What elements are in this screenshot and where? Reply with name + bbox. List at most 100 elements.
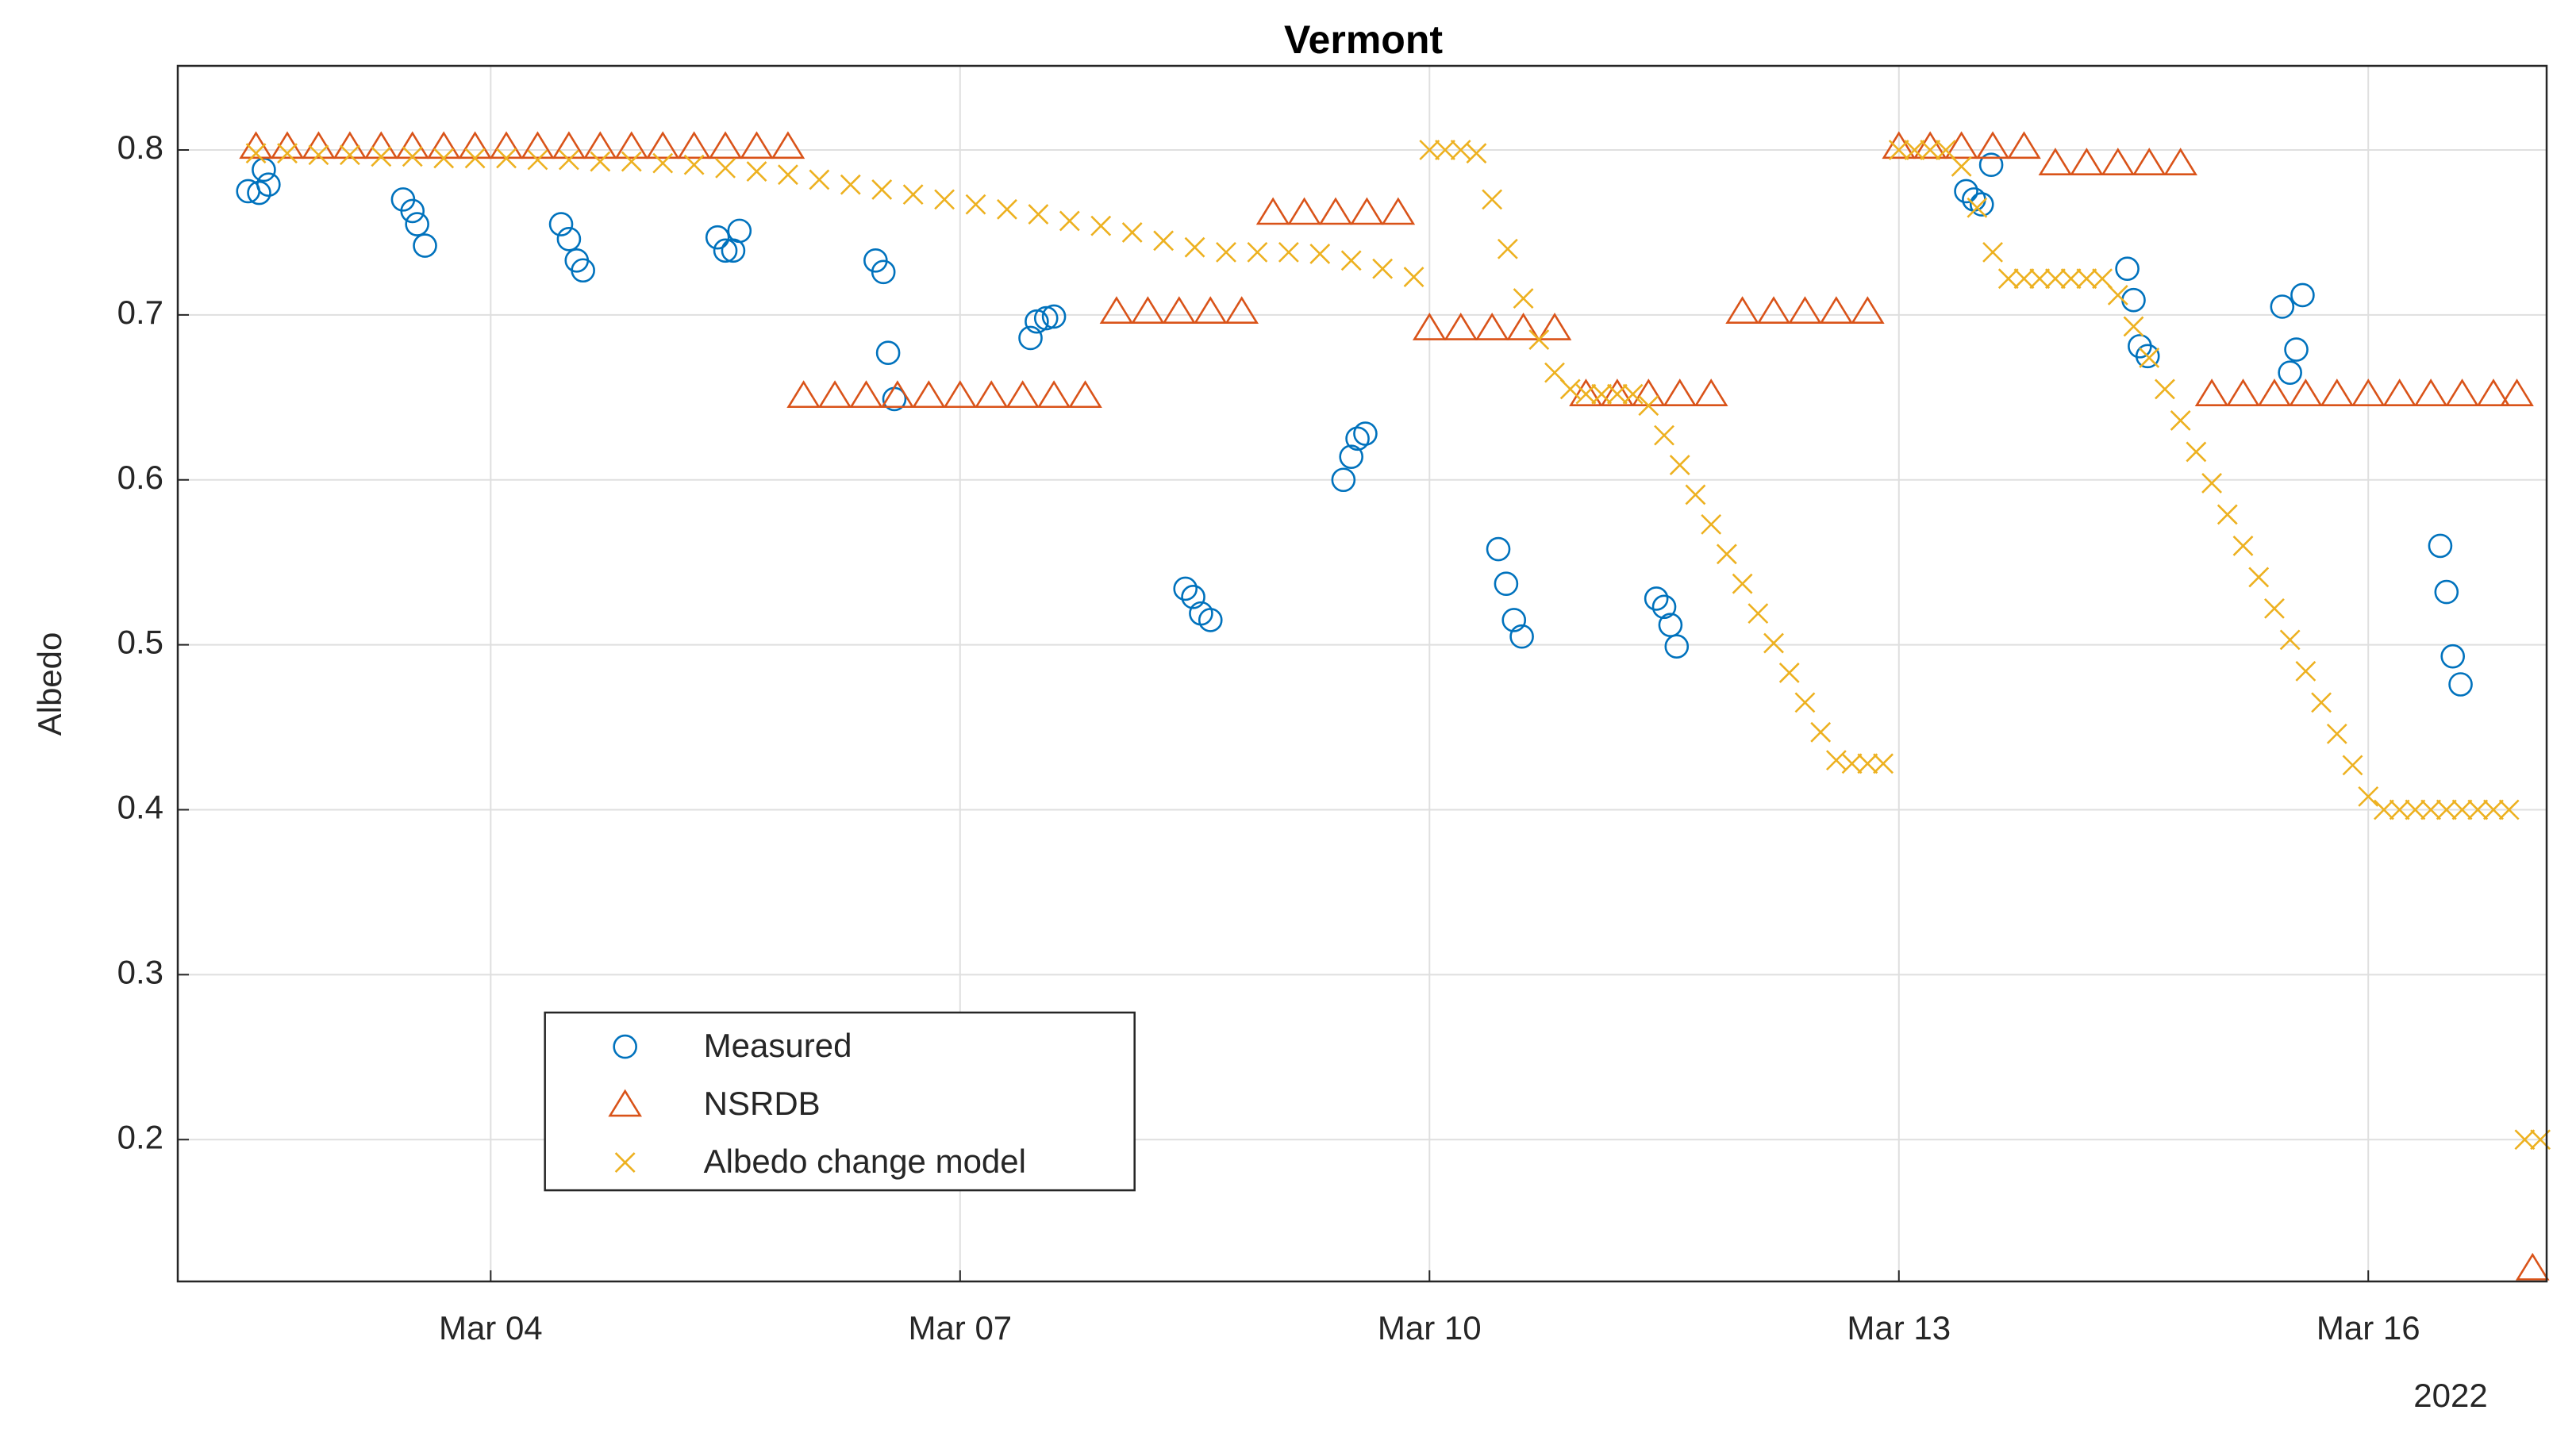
data-point: [302, 131, 336, 159]
data-point: [413, 233, 437, 258]
data-point: [2389, 799, 2410, 820]
data-point: [371, 146, 392, 167]
y-axis-label: Albedo: [31, 632, 68, 736]
data-point: [1810, 721, 1832, 743]
data-point: [2007, 131, 2041, 159]
data-point: [2070, 148, 2104, 175]
data-point: [849, 380, 883, 409]
data-point: [2029, 268, 2051, 290]
data-point: [2045, 268, 2066, 290]
data-point: [2226, 378, 2260, 406]
data-point: [1033, 305, 1059, 331]
data-point: [1509, 624, 1534, 649]
data-point: [1506, 313, 1540, 340]
data-point: [614, 131, 649, 159]
data-point: [1193, 296, 1228, 325]
y-tick-label: 0.6: [117, 459, 163, 496]
data-point: [1466, 143, 1487, 164]
data-point: [1255, 197, 1290, 225]
data-point: [912, 380, 946, 409]
data-point: [2038, 148, 2073, 175]
data-point: [1638, 395, 1659, 417]
data-point: [1059, 210, 1080, 232]
data-point: [934, 189, 955, 210]
data-point: [1444, 313, 1478, 340]
data-point: [943, 380, 978, 409]
data-point: [548, 212, 574, 236]
data-point: [1494, 571, 1519, 597]
data-point: [2515, 1252, 2550, 1281]
data-point: [1600, 378, 1635, 406]
data-point: [1569, 378, 1603, 406]
data-point: [1497, 238, 1518, 259]
legend-marker: [608, 1089, 642, 1117]
data-point: [1819, 296, 1854, 325]
data-point: [1528, 329, 1550, 350]
data-point: [1967, 197, 1988, 218]
data-point: [708, 131, 743, 159]
data-point: [1225, 296, 1259, 325]
data-point: [1913, 131, 1947, 159]
data-point: [1339, 444, 1363, 469]
data-point: [2382, 378, 2416, 406]
data-point: [1969, 192, 1994, 217]
x-year-label: 2022: [2413, 1377, 2487, 1414]
data-point: [875, 340, 901, 365]
data-point: [2374, 799, 2394, 820]
data-point: [880, 380, 915, 409]
data-point: [1482, 189, 1503, 210]
y-tick-label: 0.5: [117, 624, 163, 661]
data-point: [2232, 535, 2254, 556]
data-point: [2248, 567, 2270, 588]
data-point: [1756, 296, 1791, 325]
data-point: [1005, 380, 1040, 409]
data-point: [2514, 1129, 2536, 1151]
data-point: [715, 157, 736, 179]
data-point: [1153, 230, 1175, 252]
chart-title: Vermont: [1284, 17, 1443, 62]
data-point: [571, 258, 595, 283]
data-point: [1975, 131, 2010, 159]
data-point: [746, 161, 767, 182]
data-point: [1198, 608, 1223, 632]
data-point: [2467, 799, 2489, 820]
data-point: [1287, 197, 1321, 225]
data-point: [2320, 378, 2355, 406]
x-tick-label: Mar 13: [1847, 1309, 1951, 1347]
data-point: [645, 131, 680, 159]
data-point: [1247, 241, 1268, 263]
data-point: [2201, 472, 2222, 494]
data-point: [771, 131, 805, 159]
data-point: [1025, 309, 1049, 334]
data-point: [1788, 296, 1822, 325]
data-point: [247, 180, 271, 206]
data-point: [1350, 197, 1384, 225]
data-point: [2358, 786, 2379, 807]
data-point: [1669, 455, 1690, 475]
legend-label: Albedo change model: [704, 1143, 1026, 1180]
series: [245, 140, 2551, 1151]
data-point: [1513, 288, 1534, 309]
data-point: [1162, 296, 1197, 325]
data-point: [496, 148, 517, 169]
x-tick-label: Mar 04: [439, 1309, 543, 1347]
data-point: [2289, 378, 2323, 406]
data-point: [1419, 140, 1440, 160]
data-point: [1068, 380, 1102, 409]
data-point: [1353, 421, 1378, 446]
data-point: [871, 259, 896, 285]
data-point: [2311, 692, 2332, 713]
data-point: [1920, 140, 1941, 160]
data-point: [1559, 378, 1581, 400]
data-point: [965, 194, 986, 215]
data-point: [2434, 579, 2459, 605]
data-point: [2278, 360, 2302, 385]
data-point: [400, 198, 425, 224]
data-point: [1851, 296, 1885, 325]
data-point: [902, 184, 924, 206]
data-point: [308, 144, 329, 166]
data-point: [2107, 285, 2128, 305]
data-point: [1173, 576, 1198, 601]
